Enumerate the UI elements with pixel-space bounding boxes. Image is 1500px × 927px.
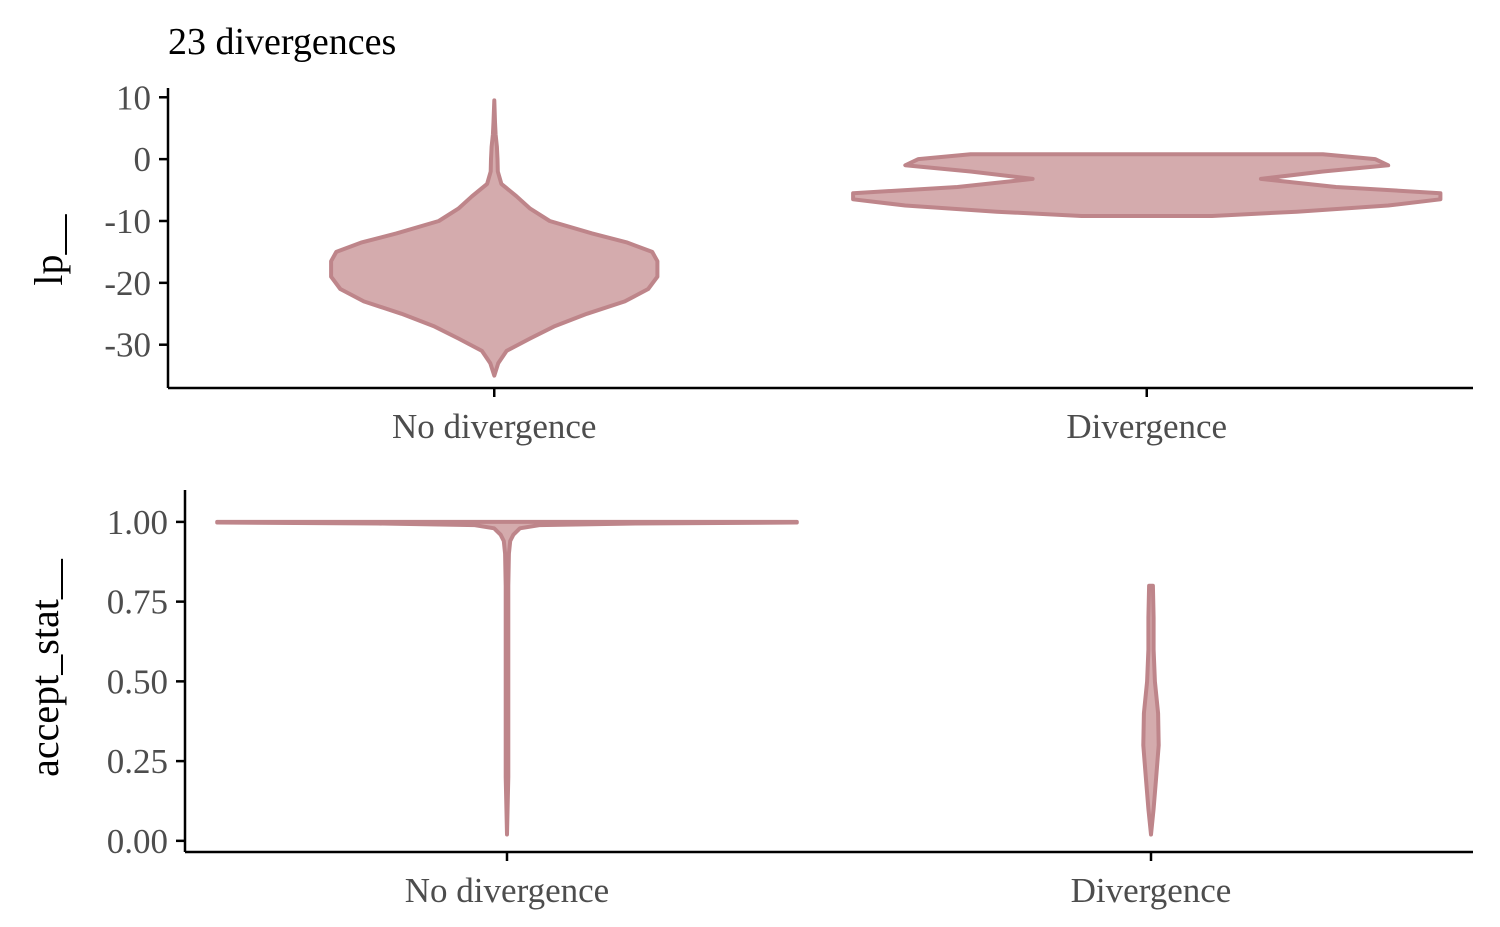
x-tick-label-no-divergence: No divergence	[405, 871, 609, 910]
y-tick-label: 1.00	[107, 503, 168, 542]
x-tick-label-divergence: Divergence	[1066, 407, 1227, 446]
violin-no-divergence	[329, 98, 660, 378]
y-tick-label: -10	[104, 202, 151, 241]
x-tick-label-divergence: Divergence	[1071, 871, 1232, 910]
y-tick-label: -30	[104, 326, 151, 365]
violin-divergence	[1141, 583, 1161, 837]
y-tick-label: 0.75	[107, 583, 168, 622]
y-tick-label: 10	[116, 78, 151, 117]
y-tick-label: 0.00	[107, 822, 168, 861]
y-axis-title: lp__	[26, 213, 71, 285]
figure-title: 23 divergences	[168, 21, 396, 63]
violin-divergence	[851, 152, 1443, 218]
panel-lp: 10 0 -10 -20 -30 No divergence Divergence lp__	[26, 78, 1473, 446]
y-tick-label: 0	[134, 140, 152, 179]
violin-no-divergence	[215, 519, 799, 837]
panel-accept-stat: 1.00 0.75 0.50 0.25 0.00 No divergence Diverge…	[22, 490, 1473, 910]
y-tick-label: -20	[104, 264, 151, 303]
x-tick-label-no-divergence: No divergence	[392, 407, 596, 446]
y-tick-label: 0.25	[107, 742, 168, 781]
y-tick-label: 0.50	[107, 662, 168, 701]
y-axis-title: accept_stat__	[22, 558, 67, 777]
